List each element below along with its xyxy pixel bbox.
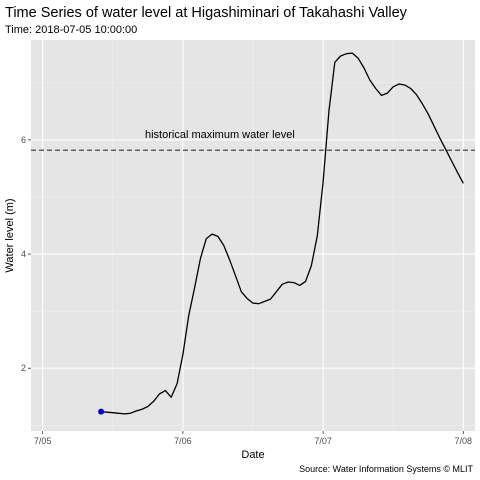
grid-minor: [31, 40, 475, 431]
historical-max-label: historical maximum water level: [145, 129, 295, 141]
y-tick-label: 6: [21, 135, 26, 145]
grid-major: [31, 40, 475, 431]
chart-caption: Source: Water Information Systems © MLIT: [299, 464, 473, 474]
current-time-point: [98, 408, 105, 415]
x-axis-title: Date: [241, 449, 264, 461]
x-axis: 7/05 7/06 7/07 7/08: [34, 431, 472, 446]
x-tick-label: 7/08: [455, 436, 473, 446]
y-axis: 2 4 6: [21, 135, 31, 373]
water-level-line: [101, 52, 464, 415]
x-tick-label: 7/05: [34, 436, 52, 446]
chart-title: Time Series of water level at Higashimin…: [5, 5, 408, 21]
y-tick-label: 4: [21, 249, 26, 259]
y-axis-title: Water level (m): [4, 198, 16, 272]
x-tick-label: 7/07: [314, 436, 332, 446]
y-tick-label: 2: [21, 363, 26, 373]
x-tick-label: 7/06: [174, 436, 192, 446]
chart-subtitle: Time: 2018-07-05 10:00:00: [5, 24, 137, 36]
